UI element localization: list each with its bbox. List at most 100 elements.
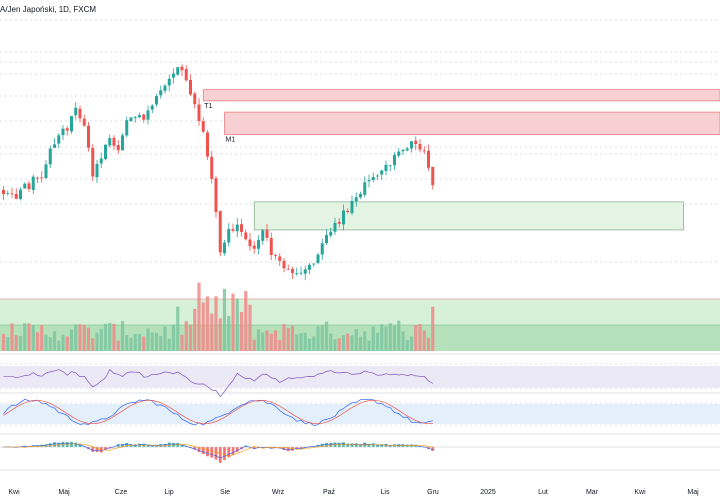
x-tick-label: Gru xyxy=(427,489,439,496)
macd-bar xyxy=(359,443,362,447)
volume-bar xyxy=(363,331,367,351)
volume-bar xyxy=(125,335,129,351)
x-tick-label: Sie xyxy=(220,489,230,496)
macd-bar xyxy=(299,447,303,449)
macd-bar xyxy=(176,442,180,447)
candle-body xyxy=(19,189,22,200)
volume-bar xyxy=(354,329,358,351)
volume-bar xyxy=(57,340,61,351)
macd-bar xyxy=(87,447,90,450)
candle-body xyxy=(159,90,163,96)
macd-bar xyxy=(346,443,350,447)
macd-bar xyxy=(252,447,256,450)
macd-bar xyxy=(133,444,137,447)
macd-bar xyxy=(286,447,290,452)
volume-bar xyxy=(205,296,210,351)
candle-layer[interactable] xyxy=(2,64,435,281)
candle-body xyxy=(329,231,333,236)
candle-body xyxy=(31,176,35,190)
candle-body xyxy=(53,144,56,148)
candle-body xyxy=(312,263,316,265)
macd-bar xyxy=(48,443,52,447)
candle-body xyxy=(265,229,269,238)
macd-bar xyxy=(53,442,56,447)
candle-body xyxy=(133,116,137,118)
zone-demand-2 xyxy=(253,201,684,231)
candle-body xyxy=(176,67,180,75)
volume-bar xyxy=(163,326,167,351)
x-axis: Kwi Maj Cze Lip Sie Wrz Paź Lis Gru 2025 Lut Mar Kwi… xyxy=(8,489,699,496)
volume-bar xyxy=(142,336,146,351)
macd-bar xyxy=(410,444,413,447)
macd-bar xyxy=(95,447,99,453)
candle-body xyxy=(316,254,320,263)
volume-bar xyxy=(23,323,27,351)
candle-body xyxy=(269,238,273,255)
x-tick-label: Wrz xyxy=(272,489,285,496)
candle-body xyxy=(129,117,133,122)
volume-bar xyxy=(218,318,222,351)
macd-bar xyxy=(155,444,158,447)
volume-bar xyxy=(397,320,401,351)
macd-bar xyxy=(325,442,328,447)
candle-body xyxy=(299,272,303,274)
candle-body xyxy=(91,147,95,177)
volume-bar xyxy=(278,339,282,351)
candle-body xyxy=(201,121,205,132)
candle-body xyxy=(410,141,413,149)
volume-bar xyxy=(91,338,95,351)
candle-body xyxy=(36,177,39,179)
macd-bar xyxy=(201,447,205,454)
volume-bar xyxy=(197,282,201,351)
volume-bar xyxy=(405,340,409,351)
candle-body xyxy=(99,158,103,164)
candle-body xyxy=(61,128,65,136)
candle-body xyxy=(193,93,197,105)
rsi-layer xyxy=(3,369,433,398)
candle-body xyxy=(40,177,44,179)
candle-body xyxy=(363,182,367,195)
candle-body xyxy=(163,85,167,91)
volume-bar xyxy=(388,323,392,351)
candle-body xyxy=(78,108,82,119)
volume-layer xyxy=(1,282,435,351)
candle-body xyxy=(125,120,129,136)
candle-body xyxy=(214,178,218,212)
volume-bar xyxy=(350,335,354,351)
volume-bar xyxy=(210,313,214,351)
candle-body xyxy=(223,242,226,254)
macd-bar xyxy=(380,444,384,447)
volume-bar xyxy=(188,324,193,351)
candle-body xyxy=(346,210,350,213)
candle-body xyxy=(206,132,209,157)
candle-body xyxy=(422,150,426,152)
macd-bar xyxy=(36,445,39,447)
x-tick-label: Maj xyxy=(687,489,699,496)
volume-bar xyxy=(384,326,388,351)
candle-body xyxy=(248,239,252,247)
background-layer xyxy=(0,298,720,424)
volume-bar xyxy=(35,332,40,351)
volume-bar xyxy=(40,325,44,351)
rsi-line xyxy=(3,369,433,398)
macd-bar xyxy=(146,444,150,447)
volume-bar xyxy=(290,325,295,351)
zone-supply-0 xyxy=(202,89,720,102)
volume-bar xyxy=(86,327,91,351)
volume-bar xyxy=(31,325,35,351)
volume-bar xyxy=(78,324,82,351)
candle-body xyxy=(121,135,124,151)
macd-bar xyxy=(129,444,133,447)
volume-bar xyxy=(1,334,6,351)
volume-bar xyxy=(307,338,312,351)
candle-body xyxy=(218,211,222,253)
candle-body xyxy=(74,107,78,116)
candle-body xyxy=(282,260,286,269)
volume-bar xyxy=(392,325,397,351)
grid-layer xyxy=(0,19,720,471)
volume-bar xyxy=(61,334,65,351)
volume-bar xyxy=(346,333,350,351)
candle-body xyxy=(210,156,214,179)
candle-body xyxy=(354,197,358,202)
